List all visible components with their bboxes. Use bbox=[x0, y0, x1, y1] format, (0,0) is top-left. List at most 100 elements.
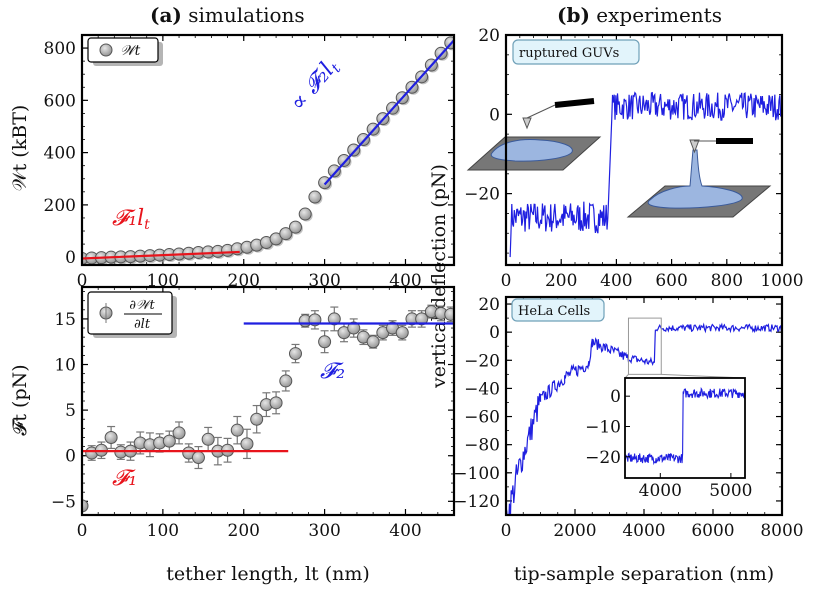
b-top-xtick-label: 0 bbox=[501, 271, 512, 291]
a-bottom-annotation-F1: 𝓕₁ bbox=[112, 466, 137, 491]
tether-vesicle-blob bbox=[647, 149, 743, 209]
b-top-xtick-label: 200 bbox=[545, 271, 577, 291]
a-top-annotation-F2: ∝ 𝓕₂lt bbox=[285, 54, 344, 117]
a-bottom-data-point bbox=[347, 321, 361, 335]
inset-xtick-label: 4000 bbox=[639, 481, 682, 501]
a-bottom-legend-box bbox=[87, 291, 173, 335]
a-top-plot-area bbox=[82, 36, 454, 265]
a-top-annotation-lt-sub: t bbox=[144, 217, 150, 233]
b-bottom-ytick-label: −100 bbox=[453, 464, 500, 484]
a-bottom-data-point bbox=[288, 347, 302, 361]
a-top-ytick-label: 0 bbox=[65, 248, 76, 268]
a-top-data-point bbox=[308, 190, 322, 204]
b-top-deflection-trace bbox=[509, 91, 782, 258]
a-top-data-point bbox=[288, 220, 302, 234]
a-top-frame bbox=[80, 33, 456, 267]
panel-b-title-text: experiments bbox=[596, 3, 722, 27]
a-bottom-plot-area bbox=[82, 304, 454, 513]
a-bottom-data-point bbox=[318, 335, 332, 349]
b-bottom-inset-plot-area bbox=[625, 387, 745, 466]
a-bottom-frame bbox=[80, 285, 456, 517]
a-bottom-ytick-label: 10 bbox=[54, 356, 76, 376]
a-top-data-point bbox=[327, 164, 341, 178]
a-bottom-data-point bbox=[162, 434, 176, 448]
a-bottom-xtick-label: 400 bbox=[389, 521, 421, 541]
b-top-axes: 0 200 400 600 800 1000 −20 0 20 bbox=[464, 26, 804, 291]
a-top-data-point bbox=[444, 36, 454, 50]
a-top-data-point bbox=[279, 227, 293, 241]
b-bottom-ytick-label: −40 bbox=[464, 379, 500, 399]
b-bottom-inset-trace bbox=[625, 387, 745, 466]
b-bottom-ytick-label: −80 bbox=[464, 436, 500, 456]
a-bottom-data-point bbox=[327, 312, 341, 326]
a-top-data-point bbox=[298, 207, 312, 221]
b-bottom-xtick-label: 4000 bbox=[622, 521, 665, 541]
inset-xtick-label: 5000 bbox=[709, 481, 752, 501]
b-top-label-text: ruptured GUVs bbox=[519, 46, 619, 61]
panel-a-title: (a) simulations bbox=[150, 3, 305, 27]
b-bottom-xtick-label: 8000 bbox=[760, 521, 803, 541]
a-top-annotation-lt: l bbox=[137, 206, 144, 231]
a-bottom-data-point bbox=[104, 430, 118, 444]
a-bottom-data-point bbox=[444, 307, 454, 321]
b-top-plot-area bbox=[509, 91, 782, 258]
b-bottom-inset-frame bbox=[624, 377, 746, 479]
b-top-xtick-label: 800 bbox=[711, 271, 743, 291]
a-bottom-legend-numerator: ∂𝒲t bbox=[129, 298, 155, 313]
b-top-label-box: ruptured GUVs bbox=[512, 39, 640, 65]
b-top-ytick-label: 0 bbox=[489, 105, 500, 125]
a-bottom-data-point bbox=[415, 312, 429, 326]
afm-tip bbox=[689, 139, 700, 154]
ruptured-vesicle-blob bbox=[490, 139, 573, 162]
a-bottom-ytick-label: 5 bbox=[65, 401, 76, 421]
b-top-xtick-label: 400 bbox=[600, 271, 632, 291]
a-bottom-data-point bbox=[172, 426, 186, 440]
b-top-illustration-after bbox=[626, 138, 772, 218]
a-bottom-data-point bbox=[366, 335, 380, 349]
a-top-data-point bbox=[347, 143, 361, 157]
b-bottom-ytick-label: 20 bbox=[478, 295, 500, 315]
a-bottom-data-point bbox=[269, 396, 283, 410]
b-bottom-deflection-trace bbox=[506, 322, 782, 515]
a-top-ylabel: 𝒲t (kBT) bbox=[9, 105, 31, 192]
afm-cantilever-thin bbox=[526, 104, 556, 119]
a-top-ytick-label: 400 bbox=[44, 144, 76, 164]
b-bottom-xlabel: tip-sample separation (nm) bbox=[514, 563, 774, 585]
a-bottom-xtick-label: 0 bbox=[77, 521, 88, 541]
a-bottom-data-point bbox=[191, 451, 205, 465]
afm-tip bbox=[522, 117, 532, 130]
panel-b-title: (b) experiments bbox=[557, 3, 722, 27]
a-top-fit-line-2 bbox=[323, 39, 454, 186]
a-bottom-ytick-label: 0 bbox=[65, 447, 76, 467]
b-bottom-xtick-label: 6000 bbox=[691, 521, 734, 541]
b-bottom-ytick-label: −60 bbox=[464, 408, 500, 428]
b-bottom-xtick-label: 0 bbox=[501, 521, 512, 541]
a-bottom-ylabel: 𝓕t (pN) bbox=[9, 364, 31, 435]
a-bottom-ytick-label: −5 bbox=[51, 492, 76, 512]
a-bottom-annotation-F2: 𝓕₂ bbox=[320, 359, 345, 384]
b-bottom-label-box: HeLa Cells bbox=[511, 298, 605, 322]
a-bottom-data-point bbox=[82, 499, 89, 513]
a-top-legend: 𝒲t bbox=[87, 37, 163, 66]
a-top-legend-label: 𝒲t bbox=[120, 43, 141, 59]
b-bottom-label-text: HeLa Cells bbox=[518, 304, 590, 319]
b-top-ytick-label: −20 bbox=[464, 185, 500, 205]
a-top-ytick-label: 800 bbox=[44, 39, 76, 59]
a-bottom-xtick-label: 300 bbox=[308, 521, 340, 541]
a-bottom-ytick-label: 15 bbox=[54, 310, 76, 330]
a-bottom-xtick-label: 200 bbox=[228, 521, 260, 541]
b-bottom-frame bbox=[504, 295, 784, 517]
afm-cantilever bbox=[554, 98, 595, 108]
a-bottom-xtick-label: 100 bbox=[147, 521, 179, 541]
a-bottom-data-point bbox=[240, 437, 254, 451]
panel-a-letter: (a) bbox=[150, 3, 182, 27]
a-bottom-data-point bbox=[201, 432, 215, 446]
a-bottom-data-point bbox=[279, 374, 293, 388]
panel-a-title-text: simulations bbox=[188, 3, 304, 27]
a-bottom-data-point bbox=[230, 423, 244, 437]
b-top-xtick-label: 600 bbox=[655, 271, 687, 291]
a-top-fit-line-1 bbox=[82, 250, 240, 260]
inset-ytick-label: −20 bbox=[585, 448, 621, 468]
a-bottom-legend: ∂𝒲t ∂lt bbox=[87, 291, 177, 338]
